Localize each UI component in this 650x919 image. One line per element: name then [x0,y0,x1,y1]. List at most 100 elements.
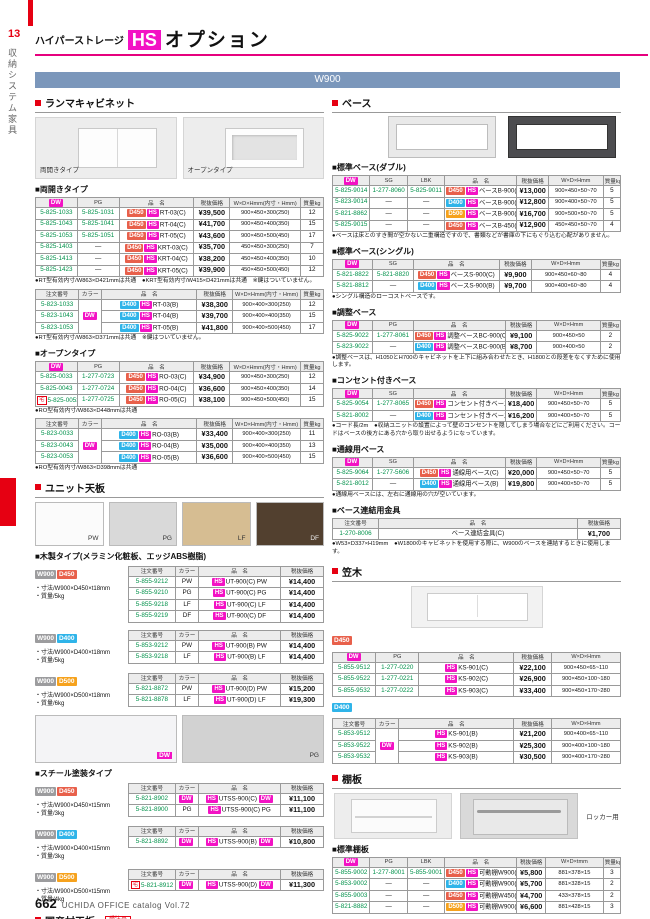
table-row: 5-823-1043 D400 HS RT-04(B) ¥39,700 900×400×4… [34,310,325,323]
table-cell: 5-823-0053 [34,451,80,464]
table-cell: D400 HS RT-04(B) [101,310,198,323]
table-cell: HS UT-900(B) LF [198,651,282,664]
table-cell: — [369,901,408,914]
cell-text: 1-277-8065 [376,400,410,408]
cell-text: 900×450×400(350) [240,221,290,228]
table-cell: 15 [299,310,325,323]
spec-table: 注文番号 カラー品 名税抜価格 W×D×Hmm(内寸・Hmm) 質量kg 5-823-0… [34,418,325,464]
cell-text: RT-03(B) [152,301,179,309]
table-cell: ¥1,700 [576,527,622,541]
cell-text: UT-900(C) DF [226,613,267,621]
cell-text: 5-853-9512 [337,730,371,738]
cell-text: ¥10,800 [288,836,316,846]
column-header: 質量kg [299,418,325,430]
table-cell: — [369,196,408,209]
table-cell: HS UT-900(C) PW [198,575,282,589]
cell-text: ¥36,600 [198,383,226,393]
spec-table: 注文番号 カラー品 名税抜価格 5-821-8902 DW HS UTSS-900(C) … [128,782,324,817]
base-frame-dark-photo [508,116,616,158]
section-shelf: 棚板 [332,771,621,789]
color-code-badge: DW [258,837,273,846]
table-cell: 900×450×50~70 [536,466,601,480]
cell-text: 調整ベースBC-900(B) [447,343,506,351]
table-cell: PG [174,587,200,600]
cell-text: 5-853-9532 [337,753,371,761]
table-cell: 5-821-8878 [128,694,176,707]
column-header: 品 名 [398,718,515,730]
color-code-badge: HS [465,880,478,889]
table-cell: 900×450×50 [536,329,601,343]
cell-text: RO-03(C) [159,373,187,381]
table-cell: 5-823-0043 [34,439,80,453]
cell-text: UT-900(D) PW [225,685,267,693]
color-code-badge: HS [212,577,225,586]
color-code-badge: HS [465,903,478,912]
spec-table: DW SG 品 名税抜価格 W×D×Hmm 質量kg 5-825-9054 1-277-80… [331,388,622,423]
table-cell: HS KS-901(B) [398,728,515,741]
table-row: 5-825-1403— D450 HS KRT-03(C) ¥35,700 450×450… [35,241,325,254]
note: ●RO型有効内寸/W863×D398mmは共通 [35,464,138,471]
color-code-badge: D500 [56,873,77,883]
table-row: 5-853-9532 HS KS-903(B) ¥30,500 900×400×170~… [331,751,622,764]
table-cell: D400 HS ベースS-900(B) [412,280,501,293]
cabinet-double-drawing [77,128,157,168]
table-cell: 13 [299,439,325,453]
table-cell: HS KS-902(C) [418,673,515,686]
table-cell: ¥38,200 [193,253,231,266]
table-cell: D450 HS RO-05(C) [118,394,195,407]
cell-text: 5-825-1051 [82,231,115,239]
color-code-badge: D500 [446,210,465,219]
cell-text: 5-821-8002 [336,411,369,419]
cell-text: KRT-05(C) [157,267,188,275]
color-code-badge: DW [345,389,360,398]
width-band: W900 [35,72,620,88]
table-cell: ¥8,700 [504,341,538,354]
table-cell: 900×400×50 [536,341,601,354]
cell-text: 900×450×50~70 [547,401,590,408]
color-code-badge: HS [213,600,227,609]
shelf-product-images: ロッカー用 [332,792,621,839]
color-code-badge: HS [205,837,219,846]
table-cell: 450×450×300(250) [229,241,301,254]
table-cell: ¥16,700 [516,208,549,221]
color-code-badge: D400 [419,480,439,489]
table-cell: ¥26,900 [513,673,552,686]
table-cell: 900×450×300(250) [229,371,301,384]
color-code-badge: D400 [414,343,433,352]
table-cell: 5-855-9001 [406,866,446,880]
table-cell: ¥22,100 [513,661,552,675]
cell-text: 5-821-8820 [376,270,410,278]
cell-text: 900×450×400(350) [240,385,290,392]
table-cell: 15 [299,451,325,464]
cell-text: KS-902(B) [448,742,478,750]
column-header: 注文番号 [128,565,176,577]
spec-table: 注文番号 カラー品 名税抜価格 5-821-8872 PW HS UT-900(D) PW… [128,672,324,707]
table-cell: 5-825-1053 [35,230,78,243]
table-row: 5-823-9014——D400HSベースB-900(B)¥12,800900×… [331,196,622,209]
page-edge-mark [28,0,33,26]
cell-text: 900×400×100~180 [561,742,610,749]
locker-shelf-photo [460,792,579,839]
table-row: 5-853-9212 PW HS UT-900(B) PW ¥14,400 [128,639,324,653]
home-delivery-badge: 宅 [130,880,141,890]
cell-text: ¥12,800 [519,197,546,207]
column-header: 税抜価格 [513,718,552,730]
table-cell: D450 HS ベースS-900(C) [412,268,501,282]
spec-table: 注文番号品 名税抜価格 1-270-8006 ベース連結金具(C) ¥1,700 [331,517,622,541]
spec-block-info: W900 D500 ・寸法/W900×D500×t18mm ・質量/6kg [35,672,123,710]
color-code-badge: HS [144,266,157,275]
color-code-badge: D400 [56,830,77,840]
table-cell: 900×450×170~280 [550,684,622,698]
table-cell: 12 [299,371,325,384]
spec-block-info: W900 D450 ・寸法/W900×D450×t15mm ・質量/3kg [35,782,123,820]
color-code-badge: DW [179,880,194,889]
cell-text: KS-903(C) [458,687,488,695]
table-cell: 12 [299,264,325,277]
color-code-badge: HS [145,384,159,393]
cell-text: 900×400×500(450) [242,454,291,461]
table-cell: 900×450×300(250) [229,207,301,220]
table-cell: HS UTSS-900(C) PG [198,804,282,817]
table-cell: — [406,889,446,903]
spec-block: W900 D450 ・寸法/W900×D450×t18mm ・質量/5kg 注文番号 カラ… [35,565,324,624]
color-code-badge: DW [345,321,360,330]
